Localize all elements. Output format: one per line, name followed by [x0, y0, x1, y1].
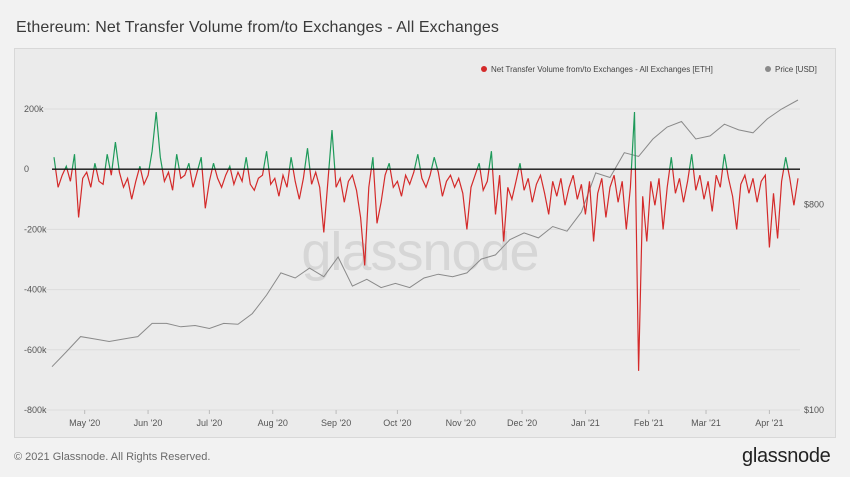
y-tick-label: 0 — [24, 164, 29, 174]
chart-grid — [44, 108, 800, 411]
x-tick-label: Mar '21 — [691, 418, 721, 428]
watermark-text: glassnode — [301, 222, 538, 282]
page-title: Ethereum: Net Transfer Volume from/to Ex… — [16, 19, 499, 36]
y-axis-left: 200k 0 -200k -400k -600k -800k — [24, 104, 47, 415]
x-axis: May '20 Jun '20 Jul '20 Aug '20 Sep '20 Oct '… — [69, 410, 784, 428]
y-right-tick-label: $100 — [804, 405, 824, 415]
y-tick-label: -600k — [24, 345, 47, 355]
x-tick-label: Jul '20 — [197, 418, 223, 428]
y-tick-label: 200k — [24, 104, 44, 114]
legend-marker-price — [765, 66, 771, 72]
chart-frame — [14, 48, 836, 438]
y-right-tick-label: $800 — [804, 199, 824, 209]
legend-label-netflow: Net Transfer Volume from/to Exchanges - … — [491, 65, 713, 74]
x-tick-label: May '20 — [69, 418, 100, 428]
netflow-series — [53, 111, 799, 371]
x-tick-label: Sep '20 — [321, 418, 351, 428]
copyright-text: © 2021 Glassnode. All Rights Reserved. — [14, 451, 211, 463]
x-tick-label: Nov '20 — [446, 418, 476, 428]
x-tick-label: Jun '20 — [134, 418, 163, 428]
x-tick-label: Oct '20 — [383, 418, 411, 428]
x-tick-label: Feb '21 — [634, 418, 664, 428]
netflow-line-positive — [53, 111, 789, 170]
price-series — [51, 99, 799, 368]
chart-legend: Net Transfer Volume from/to Exchanges - … — [481, 65, 817, 74]
netflow-line-negative — [55, 169, 799, 371]
glassnode-logo: glassnode — [742, 445, 831, 467]
x-tick-label: Jan '21 — [571, 418, 600, 428]
x-tick-label: Dec '20 — [507, 418, 537, 428]
price-line — [51, 99, 799, 368]
x-tick-label: Apr '21 — [755, 418, 783, 428]
y-tick-label: -400k — [24, 285, 47, 295]
y-axis-right: $800 $100 — [804, 199, 824, 415]
legend-marker-netflow — [481, 66, 487, 72]
y-tick-label: -800k — [24, 405, 47, 415]
x-tick-label: Aug '20 — [258, 418, 288, 428]
y-tick-label: -200k — [24, 224, 47, 234]
legend-label-price: Price [USD] — [775, 65, 817, 74]
